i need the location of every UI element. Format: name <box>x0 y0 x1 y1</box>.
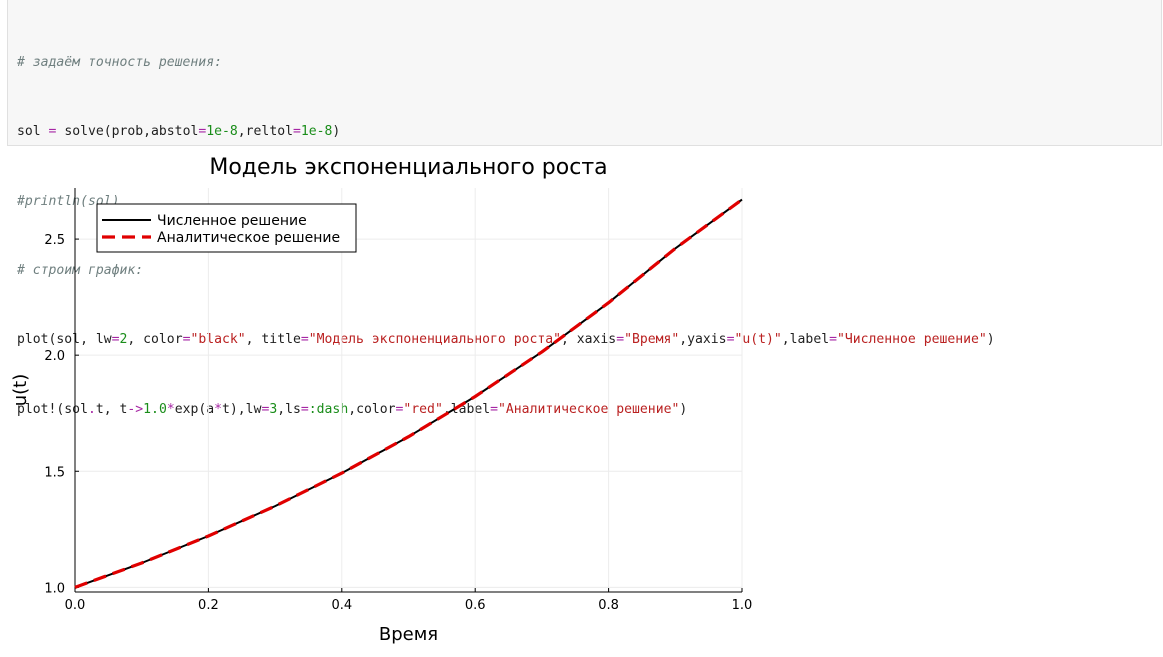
code-line-6: plot!(sol.t, t->1.0*exp(a*t),lw=3,ls=:da… <box>17 398 995 421</box>
code-token: sol <box>17 124 49 140</box>
legend-label-2: Аналитическое решение <box>157 230 340 246</box>
legend <box>96 203 357 253</box>
code-token: ,reltol <box>237 124 293 140</box>
code-token: plot(sol, lw <box>17 332 112 348</box>
y-tick-label: 2.5 <box>44 233 65 248</box>
plot-output: 0.0 0.2 0.4 0.6 0.8 1.0 1.0 1.5 2.0 2.5 Модель экс… <box>0 148 770 653</box>
code-token: = <box>261 401 270 417</box>
code-token: * <box>166 401 175 417</box>
code-line-4: # строим график: <box>17 263 144 279</box>
x-tick-label: 1.0 <box>732 598 753 613</box>
code-token: , title <box>245 332 301 348</box>
code-token: = <box>726 332 735 348</box>
code-token: plot!(sol <box>17 401 88 417</box>
y-tick-label: 2.0 <box>44 349 65 364</box>
line-chart: 0.0 0.2 0.4 0.6 0.8 1.0 1.0 1.5 2.0 2.5 Модель экс… <box>10 155 753 645</box>
x-tick-label: 0.2 <box>198 598 219 613</box>
code-token: 1e-8 <box>300 124 333 140</box>
code-token: t),lw <box>222 401 262 417</box>
code-token: solve(prob,abstol <box>56 124 199 140</box>
code-line-5: plot(sol, lw=2, color="black", title="Мо… <box>17 328 995 351</box>
code-token: "Аналитическое решение" <box>498 401 680 417</box>
code-token: 2 <box>119 332 128 348</box>
code-line-3: #println(sol) <box>17 193 120 209</box>
code-token: = <box>111 332 120 348</box>
code-token: ,ls <box>277 401 301 417</box>
code-token: ) <box>679 401 688 417</box>
code-token: , color <box>127 332 183 348</box>
code-editor[interactable]: # задаём точность решения: sol = solve(p… <box>17 5 995 467</box>
code-token: ,label <box>781 332 830 348</box>
y-axis-label: u(t) <box>10 374 31 407</box>
code-token: = <box>490 401 499 417</box>
code-token: = <box>198 124 207 140</box>
code-token: 1e-8 <box>206 124 238 140</box>
code-token: "Численное решение" <box>836 332 987 348</box>
code-token: "red" <box>403 401 443 417</box>
x-tick-label: 0.4 <box>331 598 352 613</box>
code-token: = <box>300 401 309 417</box>
y-tick-label: 1.5 <box>44 465 65 480</box>
code-token: = <box>292 124 301 140</box>
legend-label-1: Численное решение <box>157 213 307 229</box>
code-token: ,yaxis <box>679 332 727 348</box>
code-token: :dash <box>308 401 349 417</box>
code-token: = <box>829 332 837 348</box>
code-token: 3 <box>269 401 278 417</box>
code-line-1: # задаём точность решения: <box>17 55 222 71</box>
code-token: "u(t)" <box>734 332 782 348</box>
code-token: "Модель экспоненциального роста" <box>308 332 561 348</box>
series-line-2 <box>74 198 743 589</box>
code-token: = <box>182 332 191 348</box>
code-line-2: sol = solve(prob,abstol=1e-8,reltol=1e-8… <box>17 120 995 143</box>
code-token: , xaxis <box>561 332 617 348</box>
code-token: -> <box>127 401 144 417</box>
code-token: * <box>214 401 223 417</box>
code-token: t, t <box>95 401 128 417</box>
code-token: 1.0 <box>143 401 167 417</box>
code-token: . <box>87 401 96 417</box>
x-tick-label: 0.8 <box>598 598 619 613</box>
code-token: "black" <box>190 332 246 348</box>
code-token: = <box>395 401 404 417</box>
code-token: ) <box>986 332 995 348</box>
code-token: = <box>48 124 57 140</box>
y-tick-label: 1.0 <box>44 581 65 596</box>
code-token: "Время" <box>624 332 680 348</box>
series-line-1 <box>74 198 743 589</box>
code-token: ) <box>332 124 341 140</box>
x-tick-label: 0.6 <box>465 598 486 613</box>
code-token: exp(a <box>174 401 215 417</box>
code-token: = <box>616 332 625 348</box>
code-cell[interactable]: # задаём точность решения: sol = solve(p… <box>7 0 1162 417</box>
x-axis-label: Время <box>379 624 438 645</box>
code-token: ,label <box>442 401 491 417</box>
code-token: ,color <box>348 401 396 417</box>
chart-title: Модель экспоненциального роста <box>209 155 607 180</box>
code-token: = <box>300 332 309 348</box>
x-tick-label: 0.0 <box>65 598 86 613</box>
